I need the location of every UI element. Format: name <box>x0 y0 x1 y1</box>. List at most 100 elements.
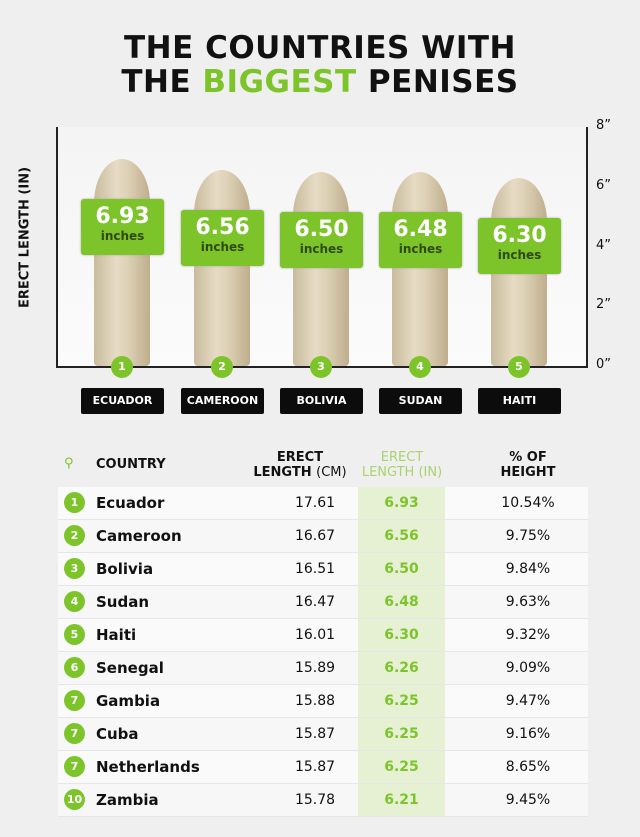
category-label: ECUADOR <box>81 388 164 414</box>
title-line-1: THE COUNTRIES WITH <box>124 30 516 66</box>
cm-cell: 17.61 <box>294 495 336 511</box>
header-in-line1: ERECT <box>380 450 424 465</box>
rank-badge: 4 <box>64 591 85 612</box>
rank-badge: 7 <box>64 756 85 777</box>
value-number: 6.48 <box>393 217 448 243</box>
rank-badge: 5 <box>64 624 85 645</box>
value-unit: inches <box>200 240 245 255</box>
table-row: 6.21 10 Zambia 15.78 9.45% <box>58 784 588 817</box>
country-cell: Zambia <box>96 791 159 809</box>
header-cm-line2: LENGTH <box>253 465 312 480</box>
value-label: 6.93 inches <box>81 198 164 255</box>
value-label: 6.50 inches <box>280 211 363 268</box>
cm-cell: 15.87 <box>294 726 336 742</box>
bar-cameroon <box>194 170 250 366</box>
rank-badge: 5 <box>508 356 530 378</box>
bar-ecuador <box>94 158 150 366</box>
inches-cell: 6.56 <box>358 520 445 552</box>
value-unit: inches <box>299 241 344 256</box>
award-icon: ⚲ <box>64 456 74 471</box>
rank-badge: 3 <box>310 356 332 378</box>
pct-cell: 9.16% <box>505 726 551 742</box>
category-label: BOLIVIA <box>280 388 363 414</box>
rank-badge: 6 <box>64 657 85 678</box>
inches-cell: 6.21 <box>358 784 445 816</box>
table-row: 6.50 3 Bolivia 16.51 9.84% <box>58 553 588 586</box>
cm-cell: 16.67 <box>294 528 336 544</box>
rank-badge: 2 <box>211 356 233 378</box>
title-post: PENISES <box>356 64 519 100</box>
value-number: 6.30 <box>492 222 547 248</box>
country-cell: Bolivia <box>96 560 154 578</box>
header-cm-unit: (CM) <box>316 465 347 480</box>
inches-cell: 6.25 <box>358 751 445 783</box>
header-country: COUNTRY <box>96 457 166 472</box>
cm-cell: 15.88 <box>294 693 336 709</box>
country-cell: Senegal <box>96 659 164 677</box>
pct-cell: 10.54% <box>501 495 555 511</box>
y-tick-label: 6” <box>596 177 612 193</box>
inches-cell: 6.26 <box>358 652 445 684</box>
bar-sudan <box>392 172 448 366</box>
pct-cell: 9.32% <box>505 627 551 643</box>
table-row: 6.25 7 Gambia 15.88 9.47% <box>58 685 588 718</box>
pct-cell: 9.45% <box>505 792 551 808</box>
country-cell: Netherlands <box>96 758 200 776</box>
value-unit: inches <box>398 242 443 257</box>
pct-cell: 9.63% <box>505 594 551 610</box>
category-label: CAMEROON <box>181 388 264 414</box>
rank-badge: 1 <box>111 356 133 378</box>
rank-badge: 1 <box>64 492 85 513</box>
country-cell: Cuba <box>96 725 139 743</box>
rank-badge: 4 <box>409 356 431 378</box>
table-row: 6.48 4 Sudan 16.47 9.63% <box>58 586 588 619</box>
title-accent: BIGGEST <box>202 64 357 100</box>
header-pct-line1: % OF <box>509 450 547 465</box>
category-label: HAITI <box>478 388 561 414</box>
header-cm: ERECT LENGTH (CM) <box>240 450 360 480</box>
title-line-2: THE BIGGEST PENISES <box>0 64 640 100</box>
inches-cell: 6.25 <box>358 685 445 717</box>
table-row: 6.26 6 Senegal 15.89 9.09% <box>58 652 588 685</box>
inches-cell: 6.25 <box>358 718 445 750</box>
table-row: 6.93 1 Ecuador 17.61 10.54% <box>58 487 588 520</box>
country-cell: Ecuador <box>96 494 165 512</box>
cm-cell: 15.89 <box>294 660 336 676</box>
ranking-table: 6.93 1 Ecuador 17.61 10.54% 6.56 2 Cameroon 16.6… <box>58 487 588 817</box>
y-tick-label: 4” <box>596 237 612 253</box>
table-row: 6.25 7 Netherlands 15.87 8.65% <box>58 751 588 784</box>
value-unit: inches <box>100 228 145 243</box>
title-pre: THE <box>121 64 203 100</box>
y-tick-label: 8” <box>596 118 612 133</box>
value-label: 6.48 inches <box>379 212 462 269</box>
pct-cell: 9.09% <box>505 660 551 676</box>
cm-cell: 15.78 <box>294 792 336 808</box>
header-pct-line2: HEIGHT <box>500 465 556 480</box>
cm-cell: 16.47 <box>294 594 336 610</box>
bar-bolivia <box>293 171 349 366</box>
value-number: 6.93 <box>95 203 150 229</box>
rank-badge: 2 <box>64 525 85 546</box>
rank-badge: 7 <box>64 690 85 711</box>
country-cell: Haiti <box>96 626 137 644</box>
value-label: 6.56 inches <box>181 210 264 267</box>
cm-cell: 16.01 <box>294 627 336 643</box>
rank-badge: 10 <box>64 789 85 810</box>
header-cm-line1: ERECT <box>276 450 324 465</box>
inches-cell: 6.48 <box>358 586 445 618</box>
inches-cell: 6.50 <box>358 553 445 585</box>
y-tick-label: 2” <box>596 297 612 313</box>
country-cell: Gambia <box>96 692 161 710</box>
value-label: 6.30 inches <box>478 217 561 274</box>
header-in-line2: LENGTH (IN) <box>361 465 443 480</box>
value-unit: inches <box>497 247 542 262</box>
table-row: 6.25 7 Cuba 15.87 9.16% <box>58 718 588 751</box>
table-row: 6.30 5 Haiti 16.01 9.32% <box>58 619 588 652</box>
country-cell: Cameroon <box>96 527 182 545</box>
y-axis-label: ERECT LENGTH (IN) <box>17 166 33 309</box>
cm-cell: 15.87 <box>294 759 336 775</box>
pct-cell: 9.75% <box>505 528 551 544</box>
value-number: 6.56 <box>195 215 250 241</box>
country-cell: Sudan <box>96 593 150 611</box>
rank-badge: 7 <box>64 723 85 744</box>
